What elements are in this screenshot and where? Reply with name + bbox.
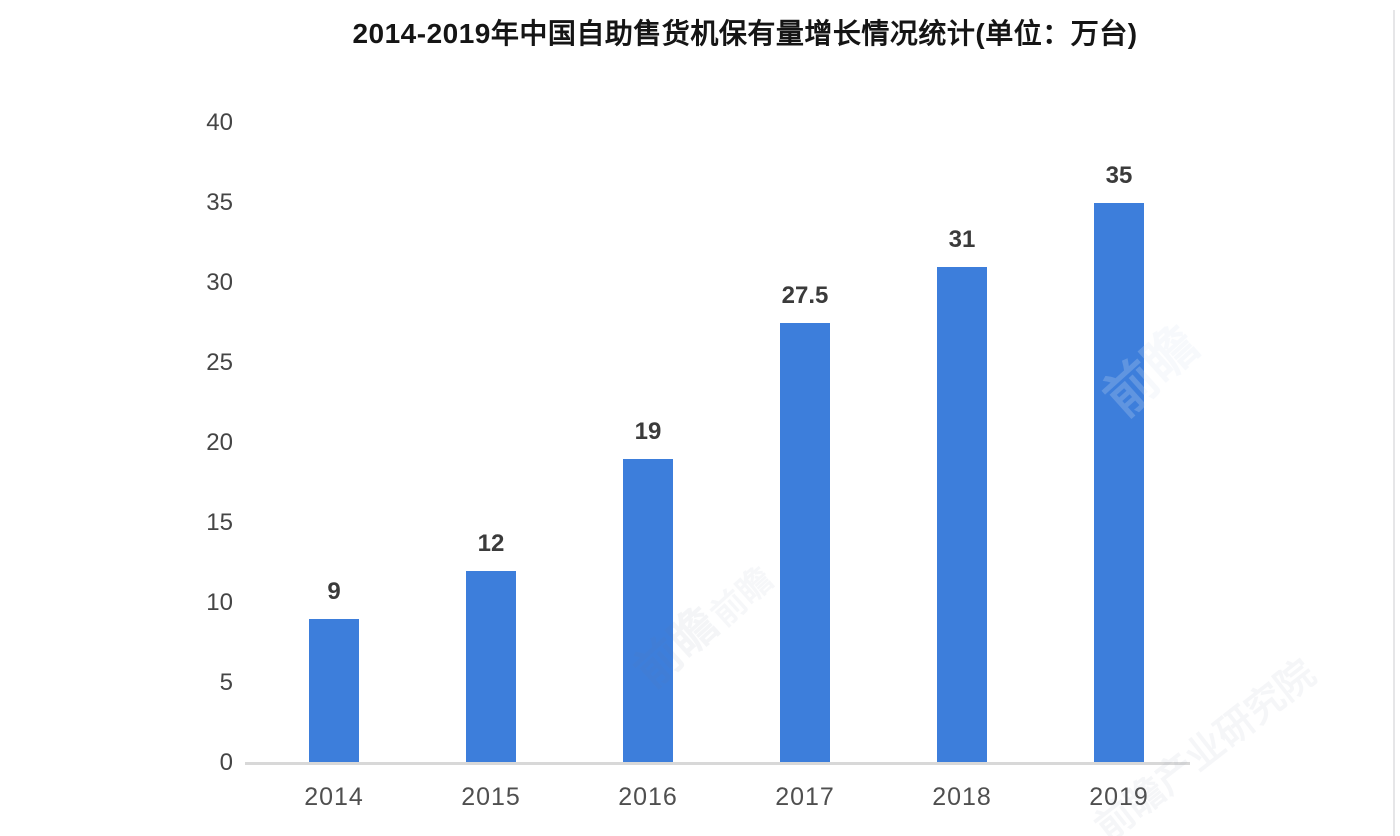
y-axis-tick-label: 10 bbox=[206, 589, 233, 616]
x-axis-tick-label-2019: 2019 bbox=[1089, 783, 1149, 811]
y-axis-tick-label: 25 bbox=[206, 349, 233, 376]
bar-2019 bbox=[1094, 203, 1144, 763]
bar-2017 bbox=[780, 323, 830, 763]
x-axis-tick-label-2017: 2017 bbox=[775, 783, 835, 811]
x-axis-tick-label-2014: 2014 bbox=[304, 783, 364, 811]
screenshot-right-border bbox=[1393, 10, 1395, 836]
y-axis-tick-label: 35 bbox=[206, 189, 233, 216]
bar-value-label-2015: 12 bbox=[477, 530, 505, 557]
y-axis-tick-label: 30 bbox=[206, 269, 233, 296]
bar-2015 bbox=[466, 571, 516, 763]
y-axis-tick-label: 20 bbox=[206, 429, 233, 456]
y-axis-tick-label: 40 bbox=[206, 109, 233, 136]
bar-value-label-2017: 27.5 bbox=[781, 282, 829, 309]
bar-value-label-2014: 9 bbox=[327, 578, 341, 605]
x-axis-tick-label-2015: 2015 bbox=[461, 783, 521, 811]
x-axis-line bbox=[245, 762, 1190, 765]
bar-value-label-2016: 19 bbox=[634, 418, 662, 445]
bar-2018 bbox=[937, 267, 987, 763]
bar-value-label-2018: 31 bbox=[948, 226, 976, 253]
y-axis-tick-label: 15 bbox=[206, 509, 233, 536]
bar-2014 bbox=[309, 619, 359, 763]
y-axis-tick-label: 0 bbox=[219, 749, 233, 776]
watermark: 前瞻 bbox=[704, 560, 781, 634]
x-axis-tick-label-2016: 2016 bbox=[618, 783, 678, 811]
bar-value-label-2019: 35 bbox=[1105, 162, 1133, 189]
y-axis-tick-label: 5 bbox=[219, 669, 233, 696]
bar-2016 bbox=[623, 459, 673, 763]
x-axis-tick-label-2018: 2018 bbox=[932, 783, 992, 811]
chart-title: 2014-2019年中国自助售货机保有量增长情况统计(单位：万台) bbox=[352, 18, 1138, 49]
